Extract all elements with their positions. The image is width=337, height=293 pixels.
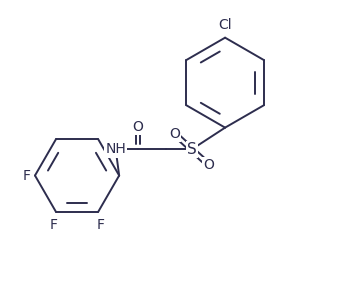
Text: O: O [203,158,214,172]
Text: O: O [170,127,180,141]
Text: F: F [50,218,58,232]
Text: F: F [23,168,31,183]
Text: S: S [187,142,196,157]
Text: Cl: Cl [218,18,232,33]
Text: O: O [132,120,144,134]
Text: NH: NH [105,142,126,156]
Text: F: F [96,218,104,232]
